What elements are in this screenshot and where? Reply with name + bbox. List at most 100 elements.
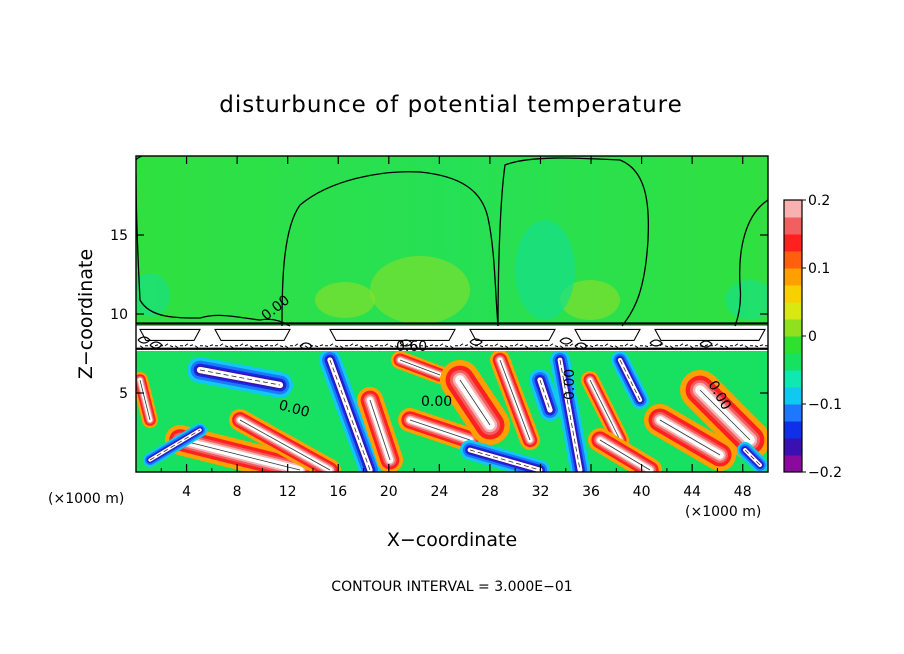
structure-contour — [239, 419, 331, 471]
colorbar-tick-label: −0.1 — [808, 397, 842, 413]
colorbar-swatch — [784, 455, 802, 473]
zero-contour — [281, 171, 499, 327]
middle-hatch — [279, 345, 284, 348]
middle-hatch — [629, 344, 634, 347]
colorbar-tick-label: −0.2 — [808, 465, 842, 481]
middle-hatch — [369, 345, 374, 348]
middle-swirl — [469, 338, 483, 346]
middle-hatch — [334, 345, 339, 348]
x-tick-label: 20 — [380, 484, 398, 500]
middle-hatch — [744, 345, 749, 349]
structure-contour — [199, 369, 281, 386]
middle-hatch — [359, 345, 364, 349]
middle-hatch — [349, 343, 354, 347]
middle-hatch — [394, 345, 399, 349]
middle-swirl — [574, 342, 588, 350]
structure-contour — [539, 379, 551, 411]
structure-contour — [369, 399, 391, 461]
colorbar: 0.2 0.1 0 −0.1 −0.2 — [783, 193, 842, 481]
middle-hatch — [329, 343, 334, 347]
zero-contour — [734, 199, 768, 327]
colorbar-swatch — [784, 370, 802, 388]
contour-interval-text: CONTOUR INTERVAL = 3.000E−01 — [331, 579, 572, 595]
contour-label: 0.00 — [562, 369, 578, 400]
middle-hatch — [174, 345, 179, 349]
contour-label: 0.00 — [277, 397, 311, 421]
middle-hatch — [164, 343, 169, 347]
middle-hatch — [384, 343, 389, 347]
chart-title: disturbunce of potential temperature — [219, 92, 683, 118]
x-tick-label: 24 — [430, 484, 448, 500]
upper-cool-blob — [725, 280, 768, 320]
middle-hatch — [684, 344, 689, 347]
middle-hatch — [624, 343, 629, 347]
x-tick-label: 8 — [233, 484, 242, 500]
y-axis-title: Z−coordinate — [75, 249, 97, 379]
colorbar-tick-label: 0.2 — [808, 193, 830, 209]
middle-hatch — [719, 345, 724, 348]
middle-hatch — [754, 345, 759, 348]
x-axis-title: X−coordinate — [387, 529, 517, 551]
structure-contour — [699, 389, 751, 441]
middle-hatch — [439, 343, 444, 347]
middle-hatch — [194, 345, 199, 349]
contour-label: 0.00 — [421, 394, 452, 410]
x-axis: 4 8 12 16 20 24 28 32 36 40 44 48 — [160, 156, 752, 500]
middle-hatch — [579, 345, 584, 349]
middle-hatch — [704, 344, 709, 347]
x-tick-label: 44 — [683, 484, 701, 500]
middle-hatch — [284, 345, 289, 349]
middle-hatch — [189, 344, 194, 347]
middle-hatch — [414, 345, 419, 349]
middle-hatch — [504, 345, 509, 349]
middle-hatch — [339, 345, 344, 349]
middle-hatch — [424, 345, 429, 348]
x-tick-label: 28 — [481, 484, 499, 500]
middle-hatch — [374, 344, 379, 347]
middle-hatch — [409, 344, 414, 347]
middle-hatch — [249, 345, 254, 349]
middle-hatch — [664, 345, 669, 348]
middle-hatch — [554, 345, 559, 348]
y-tick-label: 10 — [110, 307, 128, 323]
structure-contour — [744, 449, 761, 466]
middle-hatch — [459, 343, 464, 347]
middle-hatch — [644, 345, 649, 348]
colorbar-swatch — [784, 285, 802, 303]
middle-hatch — [274, 343, 279, 347]
middle-hatch — [204, 345, 209, 348]
x-unit-label: (×1000 m) — [48, 491, 124, 507]
middle-contour — [469, 328, 556, 342]
zero-contour — [497, 157, 650, 327]
upper-warm-blob — [315, 282, 375, 318]
middle-hatch — [264, 344, 269, 347]
middle-contour — [574, 328, 641, 342]
middle-hatch — [739, 344, 744, 347]
cold-structure — [617, 357, 643, 403]
structure-contour — [149, 429, 201, 461]
x-tick-label: 36 — [582, 484, 600, 500]
plot-area — [136, 156, 768, 472]
colorbar-swatch — [784, 336, 802, 354]
middle-hatch — [294, 343, 299, 347]
upper-warm-blob — [560, 280, 620, 320]
middle-hatch — [314, 345, 319, 348]
middle-layer-contours — [136, 322, 768, 350]
colorbar-swatch — [784, 217, 802, 235]
middle-hatch — [659, 343, 664, 347]
middle-hatch — [209, 344, 214, 347]
middle-hatch — [519, 344, 524, 347]
middle-hatch — [494, 343, 499, 347]
middle-swirl — [699, 340, 713, 348]
middle-hatch — [549, 343, 554, 347]
structure-contour — [559, 359, 581, 471]
middle-hatch — [469, 345, 474, 349]
upper-warm-blob — [370, 256, 470, 324]
middle-hatch — [679, 343, 684, 347]
middle-hatch — [449, 345, 454, 349]
structure-contour — [589, 379, 621, 441]
middle-hatch — [514, 343, 519, 347]
x-tick-label: 12 — [279, 484, 297, 500]
middle-hatch — [759, 344, 764, 347]
colorbar-swatch — [784, 438, 802, 456]
